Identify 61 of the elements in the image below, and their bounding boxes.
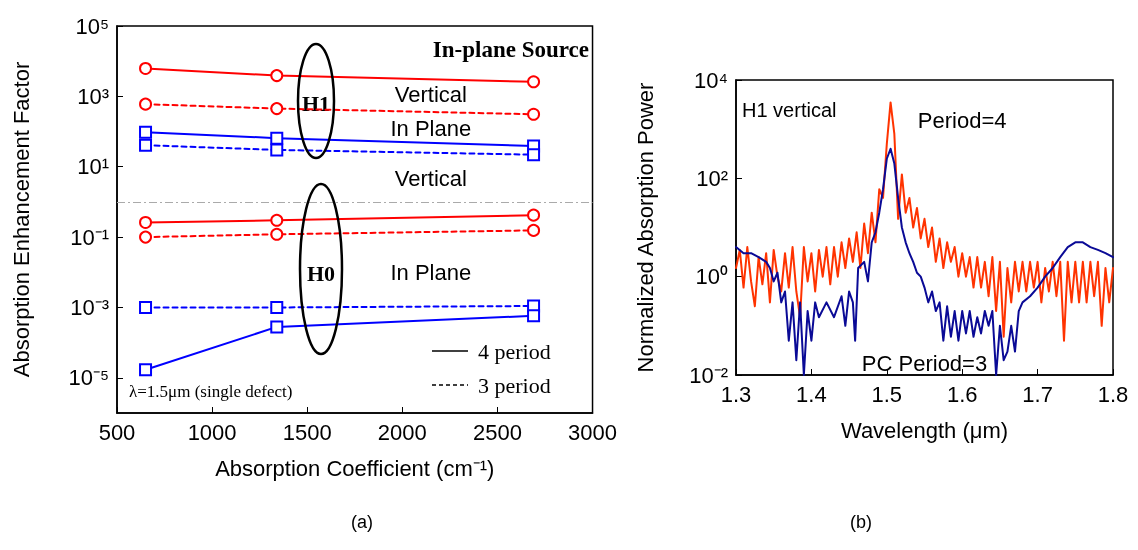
point <box>139 363 153 377</box>
x-tick-label: 1000 <box>187 419 237 445</box>
point <box>139 300 153 314</box>
point <box>527 309 541 323</box>
y-tick-label: 10⁵ <box>75 13 109 39</box>
annotation: λ=1.5μm (single defect) <box>129 382 293 401</box>
text: (b) <box>850 512 872 532</box>
point <box>527 148 541 162</box>
point <box>527 208 541 222</box>
y-tick-label: 10⁻⁵ <box>68 365 109 391</box>
point <box>139 97 153 111</box>
y-tick-label: 10⁻³ <box>70 294 109 320</box>
annotation: In-plane Source <box>432 37 589 62</box>
annotation: 3 period <box>478 372 551 398</box>
annotation: H1 <box>301 90 331 116</box>
x-axis-title: Wavelength (μm) <box>840 417 1009 443</box>
x-tick-label: 1.5 <box>871 381 903 407</box>
x-tick-label: 3000 <box>568 419 618 445</box>
x-tick-label: 1.7 <box>1022 381 1053 407</box>
point <box>270 320 284 334</box>
x-axis-title: Absorption Coefficient (cm⁻¹) <box>215 455 495 481</box>
x-tick-label: 500 <box>98 419 136 445</box>
x-tick-label: 1.4 <box>796 381 827 407</box>
annotation: Period=4 <box>917 108 1007 134</box>
point <box>270 300 284 314</box>
y-tick-label: 10¹ <box>77 154 109 180</box>
x-tick-label: 1.6 <box>946 381 978 407</box>
y-tick-label: 10⁻¹ <box>70 224 109 250</box>
annotation: Vertical <box>394 166 467 192</box>
x-tick-label: 1.8 <box>1097 381 1129 407</box>
annotation: H0 <box>306 260 336 286</box>
y-axis-title: Normalized Absorption Power <box>632 82 658 373</box>
y-tick-label: 10⁰ <box>695 264 728 290</box>
y-tick-label: 10³ <box>77 83 109 109</box>
point <box>527 75 541 89</box>
point <box>527 107 541 121</box>
annotation: In Plane <box>390 259 472 285</box>
y-tick-label: 10⁴ <box>694 67 728 93</box>
point <box>527 223 541 237</box>
text: (a) <box>351 512 373 532</box>
x-tick-label: 1500 <box>282 419 332 445</box>
line-series <box>735 101 1114 342</box>
annotation: H1 vertical <box>742 99 837 121</box>
point <box>139 230 153 244</box>
point <box>139 215 153 229</box>
point <box>270 102 284 116</box>
point <box>270 69 284 83</box>
y-tick-label: 10² <box>696 165 728 191</box>
annotation: In Plane <box>390 116 472 142</box>
x-tick-label: 2000 <box>377 419 427 445</box>
annotation: 4 period <box>478 338 551 364</box>
point <box>139 61 153 75</box>
point <box>270 143 284 157</box>
point <box>139 125 153 139</box>
y-axis-title: Absorption Enhancement Factor <box>8 61 34 378</box>
x-tick-label: 2500 <box>472 419 522 445</box>
annotation: PC Period=3 <box>861 351 988 377</box>
point <box>270 227 284 241</box>
point <box>139 138 153 152</box>
annotation: Vertical <box>394 82 467 108</box>
point <box>270 213 284 227</box>
